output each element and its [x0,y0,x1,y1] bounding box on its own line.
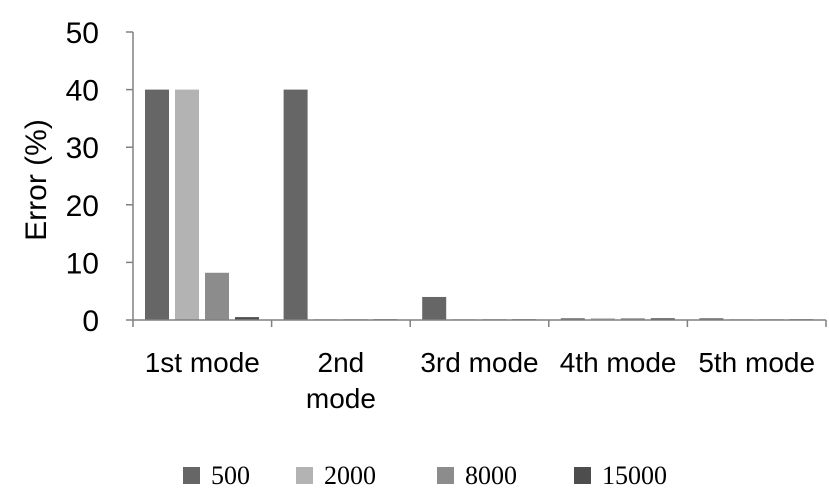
legend-label-500: 500 [211,461,250,490]
category-label-2: 2nd mode [306,347,376,414]
y-tick-label-50: 50 [66,17,99,50]
bar-2000-1 [175,90,199,320]
legend-label-15000: 15000 [602,461,667,490]
legend-swatch-15000 [574,467,591,484]
category-label-line: 4th mode [560,347,677,378]
bar-8000-1 [205,273,229,320]
bar-500-2 [284,90,308,320]
category-label-line: mode [306,383,376,414]
legend-label-8000: 8000 [465,461,517,490]
y-tick-label-40: 40 [66,75,99,108]
category-label-4: 4th mode [560,347,677,378]
y-tick-label-30: 30 [66,132,99,165]
legend-label-2000: 2000 [324,461,376,490]
legend-swatch-500 [183,467,200,484]
bar-500-3 [422,297,446,320]
y-tick-label-10: 10 [66,247,99,280]
category-label-5: 5th mode [698,347,815,378]
y-axis-title: Error (%) [20,119,53,241]
bar-500-1 [145,90,169,320]
legend: 500 2000 8000 15000 [183,461,667,490]
bars-layer [145,90,813,320]
axes-layer [126,32,826,327]
category-label-line: 3rd mode [420,347,538,378]
y-tick-label-20: 20 [66,190,99,223]
y-tick-label-0: 0 [82,305,99,338]
category-label-line: 1st mode [145,347,260,378]
legend-swatch-2000 [296,467,313,484]
legend-swatch-8000 [437,467,454,484]
category-label-line: 5th mode [698,347,815,378]
category-label-line: 2nd [318,347,365,378]
category-label-1: 1st mode [145,347,260,378]
category-label-3: 3rd mode [420,347,538,378]
